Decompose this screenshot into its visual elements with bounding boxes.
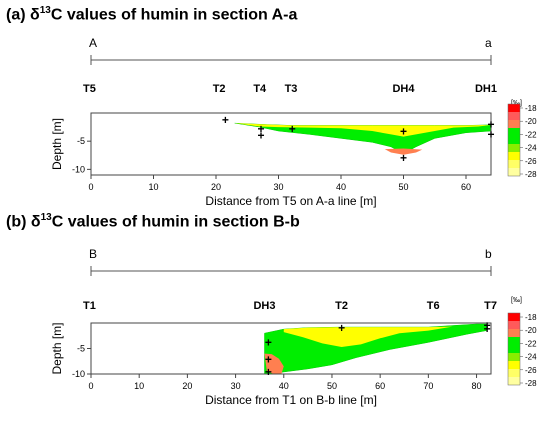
panel-b-colorbar-frame xyxy=(507,312,521,386)
panel-a-station-t5: T5 xyxy=(83,83,96,95)
panel-b-colorbar-label: -18 xyxy=(525,313,537,322)
panel-b-section-end-label: b xyxy=(485,247,492,261)
panel-a-colorbar-segment xyxy=(508,144,520,152)
panel-b-sample-point: + xyxy=(484,319,491,333)
panel-a-section-start-label: A xyxy=(89,36,97,50)
panel-a-colorbar-segment xyxy=(508,152,520,160)
panel-a-colorbar-segment xyxy=(508,104,520,112)
panel-b-colorbar-label: -28 xyxy=(525,379,537,388)
panel-a-sample-point: + xyxy=(257,122,264,136)
panel-b-section-start-label: B xyxy=(89,247,97,261)
panel-a-sample-point: + xyxy=(400,125,407,139)
panel-b-region-0 xyxy=(283,326,453,347)
panel-b-xtick-label: 30 xyxy=(231,381,241,391)
panel-a-region-1 xyxy=(384,148,423,155)
panel-b-y-axis-label: Depth [m] xyxy=(50,322,64,374)
panel-a-colorbar-segment xyxy=(508,160,520,168)
panel-b-sample-point: + xyxy=(484,322,491,336)
panel-a-sample-point: + xyxy=(400,151,407,165)
panel-a-sample-point: + xyxy=(289,122,296,136)
panel-a-colorbar-label: -28 xyxy=(525,170,537,179)
panel-b-xtick-label: 40 xyxy=(279,381,289,391)
panel-b-colorbar-segment xyxy=(508,321,520,329)
panel-a-colorbar-segment xyxy=(508,112,520,120)
panel-b-xtick-label: 80 xyxy=(472,381,482,391)
panel-a-colorbar-segment xyxy=(508,128,520,136)
panel-a-title: (a) δ13C values of humin in section A-a xyxy=(6,5,298,24)
panel-b-sample-point: + xyxy=(265,353,272,367)
panel-b-sample-point: + xyxy=(338,321,345,335)
panel-b-region-1 xyxy=(264,353,284,374)
panel-a-xtick-label: 50 xyxy=(398,182,408,192)
panel-a-x-axis-label: Distance from T5 on A-a line [m] xyxy=(205,194,376,208)
panel-a-station-t3: T3 xyxy=(285,83,298,95)
panel-a-colorbar-label: -20 xyxy=(525,117,537,126)
panel-a-sample-point: + xyxy=(487,117,494,131)
panel-b-colorbar-segment xyxy=(508,313,520,321)
panel-b-colorbar-unit: [‰] xyxy=(511,297,522,304)
panel-b-colorbar-segment xyxy=(508,361,520,369)
panel-a-colorbar-segment xyxy=(508,120,520,128)
panel-a-xtick-label: 0 xyxy=(88,182,93,192)
panel-a-colorbar-unit: [‰] xyxy=(511,100,522,107)
panel-a-sample-point: + xyxy=(222,113,229,127)
panel-b-station-t2: T2 xyxy=(335,300,348,312)
panel-a-station-dh1: DH1 xyxy=(475,83,497,95)
panel-a-station-t2: T2 xyxy=(213,83,226,95)
panel-a-y-axis-label: Depth [m] xyxy=(50,118,64,170)
panel-a-colorbar-label: -26 xyxy=(525,157,537,166)
panel-a-xtick-label: 10 xyxy=(148,182,158,192)
panel-b-colorbar-label: -24 xyxy=(525,353,537,362)
panel-a-ytick-label: -5 xyxy=(77,136,85,146)
panel-a-xtick-label: 60 xyxy=(461,182,471,192)
panel-a-colorbar-label: -18 xyxy=(525,104,537,113)
panel-a-section-end-label: a xyxy=(485,36,492,50)
panel-a-station-dh4: DH4 xyxy=(392,83,415,95)
panel-b-station-dh3: DH3 xyxy=(253,300,275,312)
panel-b-station-t6: T6 xyxy=(427,300,440,312)
panel-b-ytick-label: -10 xyxy=(72,369,85,379)
panel-a-sample-point: + xyxy=(257,129,264,143)
panel-b-xtick-label: 20 xyxy=(182,381,192,391)
panel-a-xtick-label: 20 xyxy=(211,182,221,192)
panel-a-station-t4: T4 xyxy=(253,83,267,95)
panel-b-colorbar-segment xyxy=(508,369,520,377)
panel-b-x-axis-label: Distance from T1 on B-b line [m] xyxy=(205,393,377,407)
panel-b-colorbar-label: -20 xyxy=(525,326,537,335)
panel-a-ytick-label: -10 xyxy=(72,164,85,174)
panel-a-sample-point: + xyxy=(487,127,494,141)
panel-b-colorbar-segment xyxy=(508,345,520,353)
panel-b-xtick-label: 10 xyxy=(134,381,144,391)
panel-b-xtick-label: 0 xyxy=(88,381,93,391)
panel-a-colorbar-segment xyxy=(508,136,520,144)
panel-b-xtick-label: 50 xyxy=(327,381,337,391)
panel-b-colorbar-segment xyxy=(508,337,520,345)
panel-b-colorbar-label: -26 xyxy=(525,366,537,375)
panel-b-xtick-label: 60 xyxy=(375,381,385,391)
panel-b-sample-point: + xyxy=(265,365,272,379)
panel-b-station-t7: T7 xyxy=(484,300,497,312)
panel-a-colorbar-frame xyxy=(507,103,521,177)
panel-a-colorbar-label: -24 xyxy=(525,144,537,153)
panel-a-plot-frame xyxy=(90,112,492,176)
panel-b-colorbar-label: -22 xyxy=(525,339,537,348)
panel-a-colorbar-segment xyxy=(508,168,520,176)
panel-a-xtick-label: 30 xyxy=(273,182,283,192)
panel-a-region-0 xyxy=(234,123,491,137)
panel-b-colorbar-segment xyxy=(508,377,520,385)
panel-b-ytick-label: -5 xyxy=(77,344,85,354)
panel-b-sample-point: + xyxy=(265,335,272,349)
panel-b-xtick-label: 70 xyxy=(423,381,433,391)
panel-b-title: (b) δ13C values of humin in section B-b xyxy=(6,212,300,231)
panel-b-station-t1: T1 xyxy=(83,300,96,312)
panel-a-colorbar-label: -22 xyxy=(525,130,537,139)
panel-b-colorbar-segment xyxy=(508,353,520,361)
panel-a-xtick-label: 40 xyxy=(336,182,346,192)
panel-b-colorbar-segment xyxy=(508,329,520,337)
